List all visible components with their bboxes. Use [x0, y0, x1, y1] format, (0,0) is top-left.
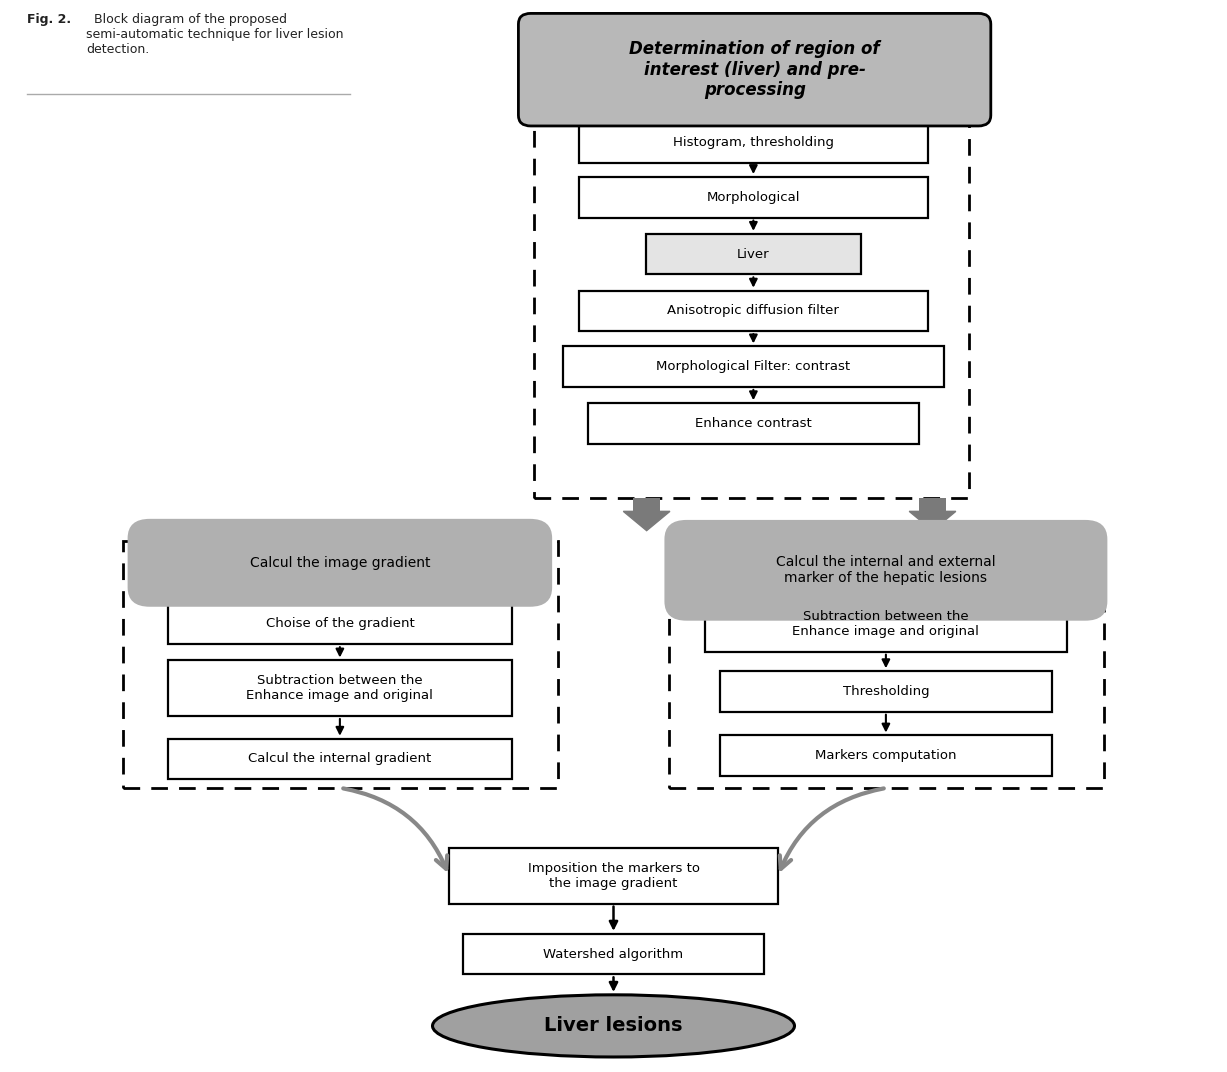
Text: Thresholding: Thresholding — [843, 685, 929, 698]
Bar — [563, 346, 944, 387]
Text: Determination of region of
interest (liver) and pre-
processing: Determination of region of interest (liv… — [629, 40, 880, 100]
Bar — [123, 541, 558, 788]
Text: Morphological Filter: contrast: Morphological Filter: contrast — [656, 360, 850, 373]
Text: Markers computation: Markers computation — [815, 749, 957, 762]
FancyBboxPatch shape — [128, 519, 552, 607]
Text: Liver: Liver — [737, 248, 769, 260]
Text: Fig. 2.: Fig. 2. — [27, 13, 71, 26]
Text: Choise of the gradient: Choise of the gradient — [265, 617, 415, 630]
Text: Watershed algorithm: Watershed algorithm — [544, 948, 683, 961]
Bar — [534, 27, 969, 498]
Bar — [919, 498, 946, 511]
Ellipse shape — [433, 995, 795, 1057]
Text: Subtraction between the
Enhance image and original: Subtraction between the Enhance image an… — [793, 610, 979, 638]
Text: Morphological: Morphological — [707, 191, 800, 204]
Bar — [579, 177, 928, 218]
Bar — [579, 291, 928, 331]
Bar — [704, 596, 1066, 652]
Bar — [633, 498, 660, 511]
Text: Histogram, thresholding: Histogram, thresholding — [672, 136, 834, 149]
Text: Liver lesions: Liver lesions — [545, 1016, 682, 1036]
Text: Enhance contrast: Enhance contrast — [694, 417, 812, 430]
Bar — [168, 660, 512, 716]
Text: Calcul the image gradient: Calcul the image gradient — [249, 555, 431, 570]
FancyBboxPatch shape — [518, 13, 991, 125]
Text: Imposition the markers to
the image gradient: Imposition the markers to the image grad… — [528, 862, 699, 890]
FancyBboxPatch shape — [665, 520, 1107, 621]
Bar — [720, 735, 1052, 776]
Text: Calcul the internal gradient: Calcul the internal gradient — [248, 753, 432, 765]
Polygon shape — [623, 511, 670, 531]
Bar — [720, 671, 1052, 712]
Polygon shape — [909, 511, 956, 531]
Text: Block diagram of the proposed
semi-automatic technique for liver lesion
detectio: Block diagram of the proposed semi-autom… — [86, 13, 344, 56]
Text: Calcul the internal and external
marker of the hepatic lesions: Calcul the internal and external marker … — [777, 555, 995, 585]
Bar — [669, 541, 1104, 788]
Bar — [579, 122, 928, 163]
Bar — [588, 403, 919, 444]
Bar — [168, 739, 512, 779]
Bar — [464, 934, 763, 974]
Bar — [168, 604, 512, 644]
Bar — [449, 848, 778, 904]
Text: Subtraction between the
Enhance image and original: Subtraction between the Enhance image an… — [247, 674, 433, 702]
Text: Anisotropic diffusion filter: Anisotropic diffusion filter — [667, 304, 839, 317]
Bar — [645, 234, 861, 274]
